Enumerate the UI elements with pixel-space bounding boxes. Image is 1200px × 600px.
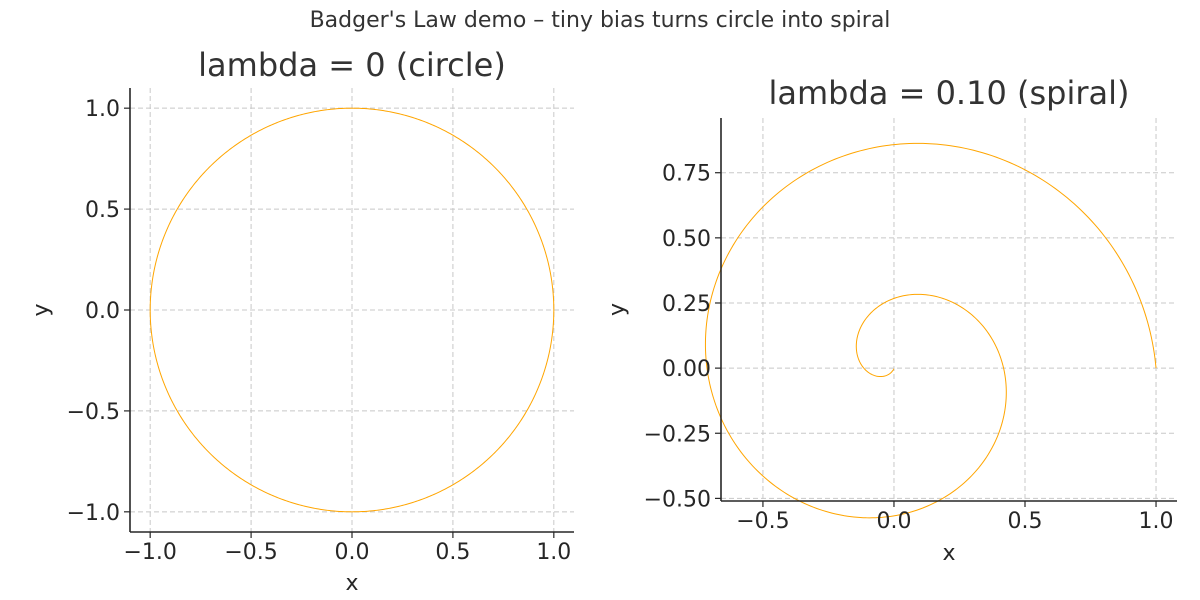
y-tick-label: 0.00 xyxy=(662,357,711,382)
circle-series-line xyxy=(149,107,555,513)
panel-spiral: −0.5 0.0 0.5 1.0 −0.50 −0.25 0.00 0.25 0.50 0.75 l… xyxy=(605,74,1177,566)
x-tick-label: −0.5 xyxy=(736,509,789,534)
x-tick-label: 0.0 xyxy=(876,509,911,534)
x-axis-label: x xyxy=(942,541,955,566)
panel-circle: −1.0 −0.5 0.0 0.5 1.0 −1.0 −0.5 0.0 0.5 1.0 lambda… xyxy=(29,46,574,596)
x-tick-label: 0.0 xyxy=(335,540,370,565)
spiral-series-line xyxy=(704,142,1157,519)
figure-suptitle: Badger's Law demo – tiny bias turns circ… xyxy=(309,8,891,33)
y-tick-label: 0.0 xyxy=(85,299,120,324)
y-tick-label: −1.0 xyxy=(67,501,120,526)
x-tick-label: −0.5 xyxy=(224,540,277,565)
y-tick-label: −0.5 xyxy=(67,400,120,425)
x-tick-label: 1.0 xyxy=(1139,509,1174,534)
y-tick-label: 0.50 xyxy=(662,227,711,252)
y-tick-label: 1.0 xyxy=(85,97,120,122)
y-tick-label: −0.50 xyxy=(644,487,711,512)
y-axis-label: y xyxy=(29,303,54,316)
x-tick-label: 0.5 xyxy=(435,540,470,565)
x-tick-label: 1.0 xyxy=(536,540,571,565)
y-tick-label: 0.5 xyxy=(85,198,120,223)
x-axis-label: x xyxy=(345,571,358,596)
y-tick-label: −0.25 xyxy=(644,422,711,447)
y-axis-label: y xyxy=(605,303,630,316)
panel-title: lambda = 0 (circle) xyxy=(198,46,506,84)
x-tick-label: −1.0 xyxy=(123,540,176,565)
x-tick-label: 0.5 xyxy=(1008,509,1043,534)
y-tick-label: 0.25 xyxy=(662,292,711,317)
panel-title: lambda = 0.10 (spiral) xyxy=(769,74,1130,112)
y-tick-label: 0.75 xyxy=(662,162,711,187)
